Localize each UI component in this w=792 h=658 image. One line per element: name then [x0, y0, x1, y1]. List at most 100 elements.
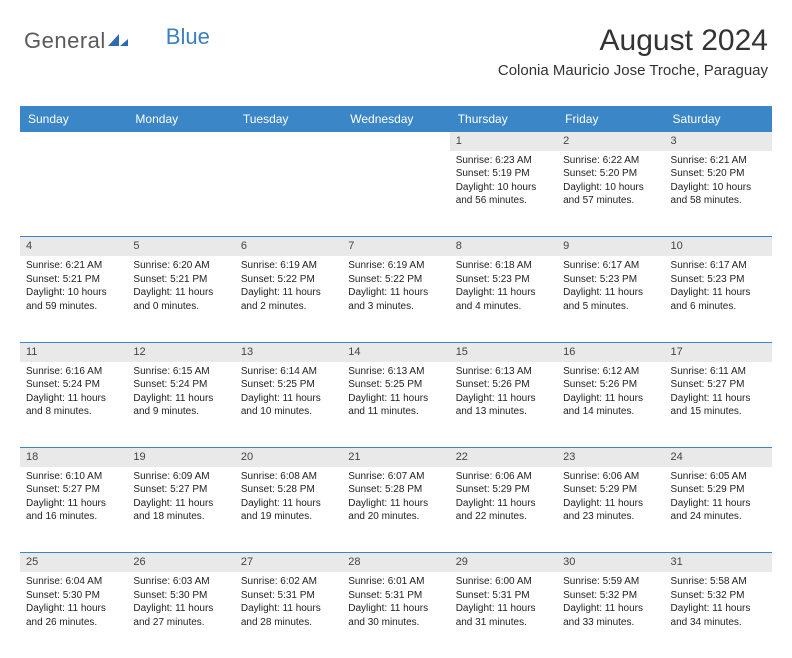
day-number-cell: 6: [235, 237, 342, 256]
day-details-cell: Sunrise: 6:11 AMSunset: 5:27 PMDaylight:…: [665, 362, 772, 448]
day-details-cell: Sunrise: 6:21 AMSunset: 5:20 PMDaylight:…: [665, 151, 772, 237]
sunset-text: Sunset: 5:20 PM: [671, 167, 766, 181]
day-details-cell: Sunrise: 6:22 AMSunset: 5:20 PMDaylight:…: [557, 151, 664, 237]
day-details-row: Sunrise: 6:10 AMSunset: 5:27 PMDaylight:…: [20, 467, 772, 553]
header: August 2024 Colonia Mauricio Jose Troche…: [498, 24, 768, 79]
daylight-text: Daylight: 11 hours and 3 minutes.: [348, 286, 443, 313]
day-details-row: Sunrise: 6:23 AMSunset: 5:19 PMDaylight:…: [20, 151, 772, 237]
sunrise-text: Sunrise: 5:59 AM: [563, 575, 658, 589]
daylight-text: Daylight: 11 hours and 14 minutes.: [563, 392, 658, 419]
sunrise-text: Sunrise: 6:07 AM: [348, 470, 443, 484]
logo-text-blue: Blue: [166, 24, 210, 50]
day-details-cell: Sunrise: 6:21 AMSunset: 5:21 PMDaylight:…: [20, 256, 127, 342]
day-number-cell: 22: [450, 448, 557, 467]
sunset-text: Sunset: 5:30 PM: [133, 589, 228, 603]
day-number-cell: [127, 132, 234, 151]
sunset-text: Sunset: 5:24 PM: [133, 378, 228, 392]
day-number-cell: [20, 132, 127, 151]
day-number-cell: 23: [557, 448, 664, 467]
sunrise-text: Sunrise: 6:16 AM: [26, 365, 121, 379]
sunset-text: Sunset: 5:21 PM: [26, 273, 121, 287]
day-details-cell: [20, 151, 127, 237]
day-number-row: 25262728293031: [20, 553, 772, 572]
calendar-body: 12 3Sunrise: 6:23 AMSunset: 5:19 PMDaylig…: [20, 132, 772, 658]
daylight-text: Daylight: 11 hours and 24 minutes.: [671, 497, 766, 524]
sunset-text: Sunset: 5:21 PM: [133, 273, 228, 287]
day-details-cell: Sunrise: 6:12 AMSunset: 5:26 PMDaylight:…: [557, 362, 664, 448]
day-number-row: 11121314151617: [20, 342, 772, 361]
day-number-cell: 29: [450, 553, 557, 572]
day-details-cell: Sunrise: 6:19 AMSunset: 5:22 PMDaylight:…: [235, 256, 342, 342]
daylight-text: Daylight: 11 hours and 9 minutes.: [133, 392, 228, 419]
sunrise-text: Sunrise: 6:06 AM: [563, 470, 658, 484]
day-number-cell: 20: [235, 448, 342, 467]
sunrise-text: Sunrise: 6:11 AM: [671, 365, 766, 379]
daylight-text: Daylight: 10 hours and 59 minutes.: [26, 286, 121, 313]
day-details-cell: [127, 151, 234, 237]
daylight-text: Daylight: 11 hours and 10 minutes.: [241, 392, 336, 419]
day-number-cell: 5: [127, 237, 234, 256]
day-number-cell: 27: [235, 553, 342, 572]
sunrise-text: Sunrise: 6:12 AM: [563, 365, 658, 379]
day-details-cell: Sunrise: 6:03 AMSunset: 5:30 PMDaylight:…: [127, 572, 234, 658]
sunrise-text: Sunrise: 6:05 AM: [671, 470, 766, 484]
sunset-text: Sunset: 5:29 PM: [563, 483, 658, 497]
sunrise-text: Sunrise: 6:14 AM: [241, 365, 336, 379]
daylight-text: Daylight: 11 hours and 13 minutes.: [456, 392, 551, 419]
sunrise-text: Sunrise: 6:10 AM: [26, 470, 121, 484]
day-details-cell: Sunrise: 6:02 AMSunset: 5:31 PMDaylight:…: [235, 572, 342, 658]
day-details-cell: Sunrise: 6:00 AMSunset: 5:31 PMDaylight:…: [450, 572, 557, 658]
sunset-text: Sunset: 5:26 PM: [456, 378, 551, 392]
sunset-text: Sunset: 5:27 PM: [671, 378, 766, 392]
day-details-cell: Sunrise: 6:09 AMSunset: 5:27 PMDaylight:…: [127, 467, 234, 553]
day-details-cell: Sunrise: 6:01 AMSunset: 5:31 PMDaylight:…: [342, 572, 449, 658]
sunset-text: Sunset: 5:29 PM: [671, 483, 766, 497]
day-details-cell: Sunrise: 6:07 AMSunset: 5:28 PMDaylight:…: [342, 467, 449, 553]
weekday-header: Saturday: [665, 106, 772, 132]
sunrise-text: Sunrise: 6:21 AM: [26, 259, 121, 273]
daylight-text: Daylight: 11 hours and 30 minutes.: [348, 602, 443, 629]
weekday-header: Sunday: [20, 106, 127, 132]
sunrise-text: Sunrise: 5:58 AM: [671, 575, 766, 589]
day-number-cell: 3: [665, 132, 772, 151]
sunrise-text: Sunrise: 6:17 AM: [671, 259, 766, 273]
weekday-header: Friday: [557, 106, 664, 132]
daylight-text: Daylight: 10 hours and 58 minutes.: [671, 181, 766, 208]
daylight-text: Daylight: 11 hours and 34 minutes.: [671, 602, 766, 629]
sunrise-text: Sunrise: 6:03 AM: [133, 575, 228, 589]
daylight-text: Daylight: 11 hours and 23 minutes.: [563, 497, 658, 524]
daylight-text: Daylight: 11 hours and 19 minutes.: [241, 497, 336, 524]
location: Colonia Mauricio Jose Troche, Paraguay: [498, 62, 768, 79]
sunrise-text: Sunrise: 6:22 AM: [563, 154, 658, 168]
day-details-cell: Sunrise: 5:58 AMSunset: 5:32 PMDaylight:…: [665, 572, 772, 658]
sunset-text: Sunset: 5:29 PM: [456, 483, 551, 497]
day-number-cell: 25: [20, 553, 127, 572]
day-number-cell: 28: [342, 553, 449, 572]
sunrise-text: Sunrise: 6:23 AM: [456, 154, 551, 168]
day-number-row: 18192021222324: [20, 448, 772, 467]
day-details-cell: Sunrise: 6:14 AMSunset: 5:25 PMDaylight:…: [235, 362, 342, 448]
day-details-cell: Sunrise: 6:10 AMSunset: 5:27 PMDaylight:…: [20, 467, 127, 553]
day-number-cell: [235, 132, 342, 151]
day-details-cell: [235, 151, 342, 237]
sunrise-text: Sunrise: 6:19 AM: [348, 259, 443, 273]
day-details-cell: Sunrise: 6:06 AMSunset: 5:29 PMDaylight:…: [557, 467, 664, 553]
day-number-cell: [342, 132, 449, 151]
sunset-text: Sunset: 5:27 PM: [26, 483, 121, 497]
day-number-row: 45678910: [20, 237, 772, 256]
month-title: August 2024: [498, 24, 768, 58]
daylight-text: Daylight: 11 hours and 0 minutes.: [133, 286, 228, 313]
day-details-cell: Sunrise: 6:08 AMSunset: 5:28 PMDaylight:…: [235, 467, 342, 553]
day-details-row: Sunrise: 6:16 AMSunset: 5:24 PMDaylight:…: [20, 362, 772, 448]
day-number-cell: 14: [342, 342, 449, 361]
day-number-cell: 16: [557, 342, 664, 361]
sunset-text: Sunset: 5:27 PM: [133, 483, 228, 497]
sunrise-text: Sunrise: 6:06 AM: [456, 470, 551, 484]
day-details-cell: Sunrise: 6:13 AMSunset: 5:26 PMDaylight:…: [450, 362, 557, 448]
weekday-header: Monday: [127, 106, 234, 132]
sunrise-text: Sunrise: 6:19 AM: [241, 259, 336, 273]
calendar-table: Sunday Monday Tuesday Wednesday Thursday…: [20, 106, 772, 658]
day-number-cell: 12: [127, 342, 234, 361]
sunrise-text: Sunrise: 6:20 AM: [133, 259, 228, 273]
day-number-cell: 8: [450, 237, 557, 256]
